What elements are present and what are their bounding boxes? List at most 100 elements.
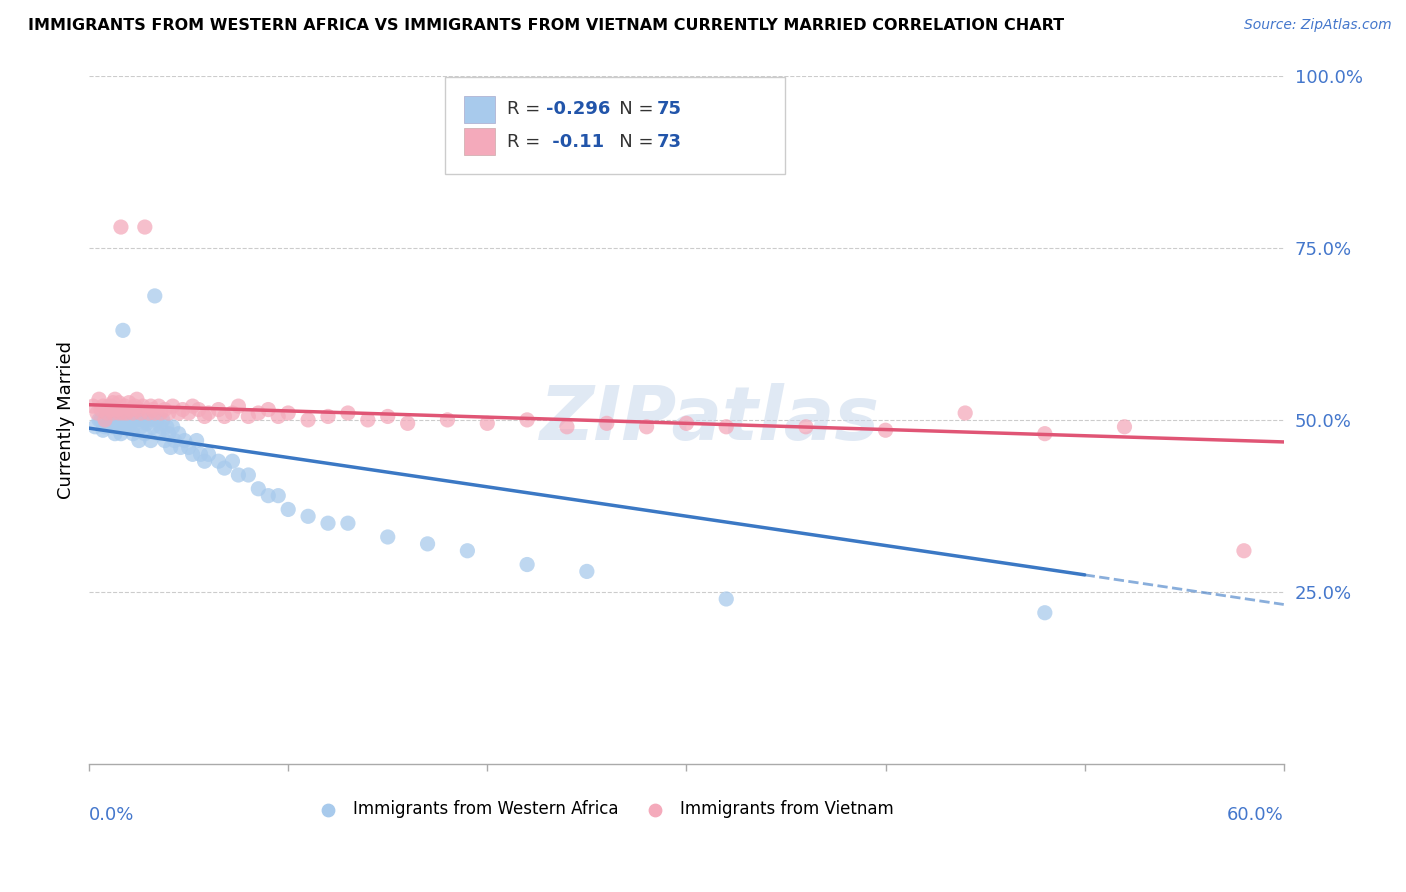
- Point: [104, 392, 127, 407]
- Point: [132, 413, 155, 427]
- Point: [98, 409, 121, 424]
- Point: [120, 402, 142, 417]
- Point: [96, 406, 118, 420]
- Point: [114, 419, 136, 434]
- Point: [167, 406, 190, 420]
- Point: [516, 413, 538, 427]
- Text: ZIPatlas: ZIPatlas: [540, 384, 880, 457]
- Point: [118, 406, 141, 420]
- Point: [149, 419, 172, 434]
- Point: [1114, 419, 1136, 434]
- Point: [129, 406, 152, 420]
- Point: [98, 399, 121, 413]
- Point: [316, 516, 339, 531]
- Point: [128, 402, 150, 417]
- Text: 75: 75: [657, 101, 682, 119]
- Point: [247, 406, 270, 420]
- Point: [122, 406, 145, 420]
- Point: [193, 409, 215, 424]
- Point: [162, 399, 184, 413]
- Point: [716, 591, 738, 606]
- Point: [1233, 543, 1256, 558]
- Point: [153, 402, 176, 417]
- Point: [122, 426, 145, 441]
- Point: [108, 395, 131, 409]
- Point: [108, 406, 131, 420]
- Point: [173, 434, 195, 448]
- Point: [142, 402, 165, 417]
- Point: [125, 392, 148, 407]
- Point: [1033, 426, 1056, 441]
- Point: [575, 565, 598, 579]
- Text: IMMIGRANTS FROM WESTERN AFRICA VS IMMIGRANTS FROM VIETNAM CURRENTLY MARRIED CORR: IMMIGRANTS FROM WESTERN AFRICA VS IMMIGR…: [28, 18, 1064, 33]
- Point: [87, 413, 110, 427]
- Point: [105, 417, 128, 431]
- Point: [162, 419, 184, 434]
- Point: [267, 489, 290, 503]
- Point: [157, 406, 180, 420]
- Point: [91, 423, 114, 437]
- Point: [396, 417, 419, 431]
- Text: N =: N =: [602, 101, 659, 119]
- Point: [134, 220, 156, 235]
- Point: [257, 489, 280, 503]
- Point: [128, 434, 150, 448]
- Point: [794, 419, 817, 434]
- Point: [297, 413, 319, 427]
- Point: [111, 323, 134, 337]
- Point: [436, 413, 458, 427]
- Point: [101, 395, 124, 409]
- Point: [86, 406, 108, 420]
- Point: [105, 402, 128, 417]
- Point: [124, 399, 146, 413]
- Point: [118, 419, 141, 434]
- Point: [135, 417, 157, 431]
- Point: [377, 409, 399, 424]
- Point: [90, 413, 112, 427]
- Point: [82, 399, 104, 413]
- Text: Source: ZipAtlas.com: Source: ZipAtlas.com: [1244, 18, 1392, 32]
- Point: [221, 406, 243, 420]
- Text: 73: 73: [657, 133, 682, 151]
- Point: [207, 454, 229, 468]
- Point: [125, 413, 148, 427]
- Point: [104, 426, 127, 441]
- Point: [297, 509, 319, 524]
- Point: [169, 441, 191, 455]
- Point: [98, 417, 121, 431]
- Point: [124, 406, 146, 420]
- Point: [336, 516, 359, 531]
- Legend: Immigrants from Western Africa, Immigrants from Vietnam: Immigrants from Western Africa, Immigran…: [305, 794, 901, 825]
- Point: [110, 426, 132, 441]
- Point: [132, 399, 155, 413]
- Point: [228, 468, 250, 483]
- Point: [152, 413, 174, 427]
- Point: [138, 406, 160, 420]
- Point: [153, 434, 176, 448]
- Point: [875, 423, 897, 437]
- Point: [267, 409, 290, 424]
- Point: [159, 441, 181, 455]
- Point: [139, 399, 162, 413]
- Point: [148, 399, 170, 413]
- Point: [115, 413, 138, 427]
- Point: [100, 399, 122, 413]
- Point: [94, 419, 117, 434]
- Point: [716, 419, 738, 434]
- Point: [134, 426, 156, 441]
- Point: [110, 220, 132, 235]
- Point: [186, 434, 208, 448]
- Point: [138, 413, 160, 427]
- Text: -0.296: -0.296: [546, 101, 610, 119]
- Point: [111, 406, 134, 420]
- Point: [145, 413, 167, 427]
- Point: [221, 454, 243, 468]
- Text: N =: N =: [602, 133, 659, 151]
- Text: -0.11: -0.11: [546, 133, 605, 151]
- Point: [214, 461, 236, 475]
- FancyBboxPatch shape: [444, 78, 785, 174]
- Point: [377, 530, 399, 544]
- Point: [149, 406, 172, 420]
- Point: [193, 454, 215, 468]
- Point: [238, 468, 260, 483]
